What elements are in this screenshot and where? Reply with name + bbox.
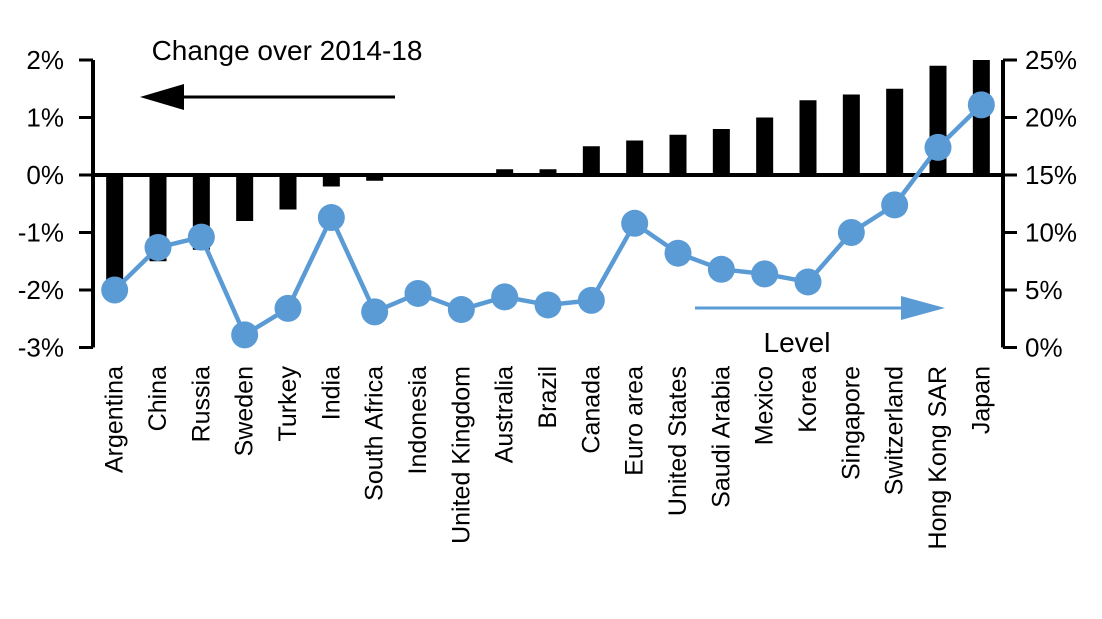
bar-euro-area: [626, 140, 644, 175]
level-dot-china: [144, 233, 172, 261]
level-dot-turkey: [274, 294, 302, 322]
left-axis-tick-label: 0%: [26, 160, 64, 190]
x-label-saudi-arabia: Saudi Arabia: [707, 366, 735, 508]
level-dot-india: [317, 204, 345, 232]
bar-saudi-arabia: [712, 129, 730, 175]
bar-sweden: [236, 175, 254, 221]
level-dot-hong-kong-sar: [924, 133, 952, 161]
right-series-annotation-label: Level: [764, 327, 831, 358]
x-label-japan: Japan: [967, 366, 995, 434]
bar-canada: [582, 146, 600, 175]
x-label-canada: Canada: [577, 366, 605, 454]
x-label-united-kingdom: United Kingdom: [447, 366, 475, 544]
bar-united-states: [669, 134, 687, 175]
bar-korea: [799, 100, 817, 175]
x-label-russia: Russia: [187, 366, 215, 443]
bar-switzerland: [886, 88, 904, 175]
level-arrow-head-right-icon: [901, 296, 945, 320]
x-label-mexico: Mexico: [751, 366, 779, 445]
bar-india: [322, 175, 340, 187]
change-arrow-head-left-icon: [140, 84, 184, 110]
x-label-sweden: Sweden: [231, 366, 259, 456]
level-dot-canada: [577, 286, 605, 314]
x-label-switzerland: Switzerland: [881, 366, 909, 495]
level-dot-euro-area: [621, 209, 649, 237]
x-label-singapore: Singapore: [837, 366, 865, 480]
level-dot-korea: [794, 268, 822, 296]
right-axis-tick-label: 20%: [1025, 103, 1077, 133]
level-dot-sweden: [231, 321, 259, 349]
level-dot-united-kingdom: [447, 296, 475, 324]
x-label-euro-area: Euro area: [621, 366, 649, 476]
right-axis-tick-label: 5%: [1025, 275, 1063, 305]
x-label-hong-kong-sar: Hong Kong SAR: [924, 366, 952, 549]
right-axis-tick-label: 15%: [1025, 160, 1077, 190]
x-label-united-states: United States: [664, 366, 692, 516]
bar-argentina: [106, 175, 124, 285]
x-label-turkey: Turkey: [274, 366, 302, 442]
x-label-korea: Korea: [794, 366, 822, 433]
x-label-india: India: [317, 366, 345, 420]
bar-singapore: [842, 94, 860, 175]
bar-mexico: [756, 117, 774, 175]
x-label-indonesia: Indonesia: [404, 366, 432, 475]
left-series-annotation-label: Change over 2014-18: [152, 35, 423, 66]
left-axis-tick-label: 2%: [26, 45, 64, 75]
level-dot-saudi-arabia: [707, 255, 735, 283]
bar-brazil: [539, 169, 557, 175]
level-dot-singapore: [837, 219, 865, 246]
x-label-south-africa: South Africa: [361, 366, 389, 501]
right-axis-tick-label: 10%: [1025, 218, 1077, 248]
level-dot-japan: [967, 91, 995, 119]
level-dot-australia: [491, 283, 519, 311]
left-axis-tick-label: -3%: [18, 333, 64, 363]
level-dot-argentina: [101, 276, 129, 304]
right-axis-tick-label: 25%: [1025, 45, 1077, 75]
level-dot-south-africa: [361, 298, 389, 326]
level-dot-switzerland: [881, 191, 909, 219]
x-label-china: China: [144, 366, 172, 431]
right-axis-tick-label: 0%: [1025, 333, 1063, 363]
level-dot-indonesia: [404, 279, 432, 307]
level-dot-brazil: [534, 291, 562, 319]
level-dot-united-states: [664, 239, 692, 267]
bar-australia: [496, 169, 514, 175]
x-label-argentina: Argentina: [101, 366, 129, 473]
left-axis-tick-label: 1%: [26, 103, 64, 133]
left-axis-tick-label: -2%: [18, 275, 64, 305]
x-label-australia: Australia: [491, 366, 519, 463]
x-label-brazil: Brazil: [534, 366, 562, 429]
left-axis-tick-label: -1%: [18, 218, 64, 248]
bar-turkey: [279, 175, 297, 210]
level-dot-russia: [187, 223, 215, 251]
level-dot-mexico: [751, 260, 779, 288]
bar-south-africa: [366, 175, 384, 181]
